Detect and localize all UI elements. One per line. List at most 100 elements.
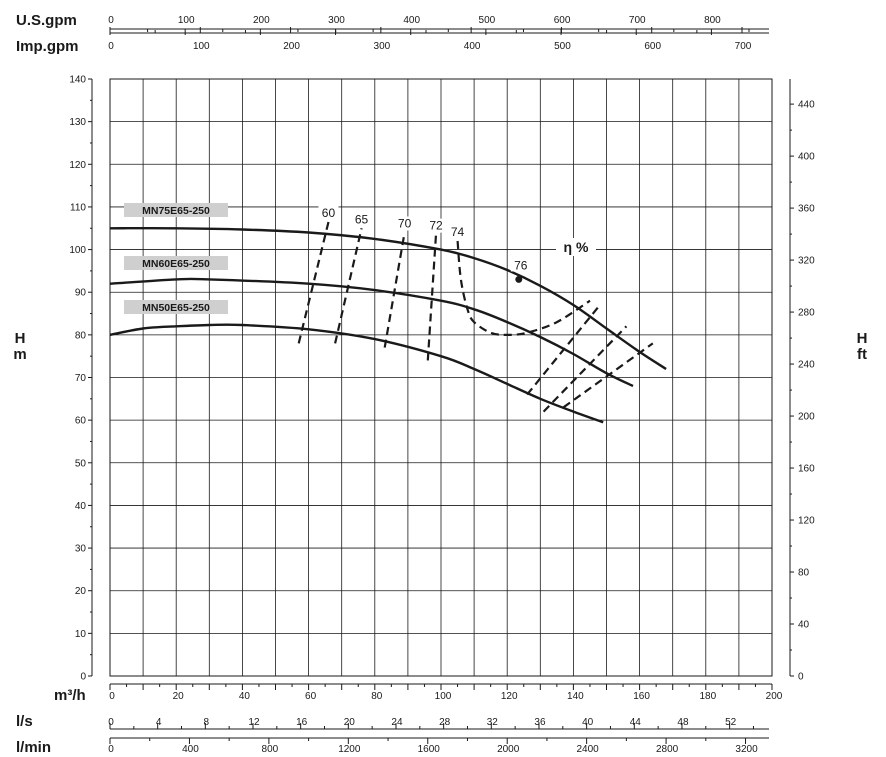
left-tick-label: 50 [75,458,87,469]
left-tick-label: 140 [69,75,86,86]
lmin-tick-label: 3200 [735,744,758,755]
usgpm-tick-label: 0 [108,15,114,26]
series-label: MN50E65-250 [142,302,210,314]
m3h-tick-label: 40 [239,691,251,702]
usgpm-tick-label: 200 [253,15,270,26]
m3h-tick-label: 100 [435,691,452,702]
lmin-tick-label: 2400 [577,744,600,755]
efficiency-line-70 [383,232,406,348]
right-tick-label: 280 [798,308,815,319]
efficiency-label-bg [394,216,415,231]
lmin-tick-label: 1200 [338,744,361,755]
m3h-tick-label: 200 [766,691,783,702]
pump-curves [109,226,667,424]
m3h-tick-label: 120 [501,691,518,702]
eta-label-bg [556,238,596,256]
left-axis-title-top: H [15,330,26,347]
usgpm-tick-label: 800 [704,15,721,26]
lmin-tick-label: 400 [182,744,199,755]
series-label-box [124,256,228,270]
right-tick-label: 320 [798,256,815,267]
left-tick-label: 40 [75,501,87,512]
m3h-tick-label: 60 [305,691,317,702]
usgpm-tick-label: 300 [328,15,345,26]
usgpm-tick-label: 400 [403,15,420,26]
lmin-tick-label: 2000 [497,744,520,755]
grid [109,78,773,677]
series-label-box [124,300,228,314]
right-tick-label: 160 [798,464,815,475]
left-tick-label: 20 [75,586,87,597]
ls-tick-label: 36 [534,717,546,728]
right-axis-title-top: H [857,330,868,347]
lmin-tick-label: 0 [108,744,114,755]
m3h-tick-label: 80 [371,691,383,702]
efficiency-label-bg [351,212,372,227]
efficiency-band-line [542,325,628,413]
impgpm-tick-label: 500 [554,41,571,52]
efficiency-line-74 [456,240,591,336]
right-tick-label: 360 [798,204,815,215]
ls-tick-label: 20 [344,717,356,728]
lmin-tick-label: 800 [262,744,279,755]
usgpm-tick-label: 100 [178,15,195,26]
m3h-axis-title: m³/h [54,687,86,704]
pump-curve [109,226,667,371]
left-tick-label: 100 [69,245,86,256]
usgpm-tick-label: 600 [554,15,571,26]
impgpm-tick-label: 100 [193,41,210,52]
efficiency-label-bg [447,225,468,240]
impgpm-tick-label: 600 [644,41,661,52]
usgpm-tick-label: 700 [629,15,646,26]
bep-label-bg [510,257,531,272]
m3h-tick-label: 180 [699,691,716,702]
ls-tick-label: 28 [439,717,451,728]
m3h-tick-label: 140 [567,691,584,702]
m3h-tick-label: 0 [109,691,115,702]
right-tick-label: 240 [798,360,815,371]
left-tick-label: 90 [75,288,87,299]
ls-tick-label: 12 [248,717,260,728]
ls-tick-label: 24 [391,717,403,728]
efficiency-lines: 60 65 70 72 74 [297,205,654,413]
ls-tick-label: 4 [156,717,162,728]
impgpm-tick-label: 400 [464,41,481,52]
right-tick-label: 40 [798,620,810,631]
left-tick-label: 110 [70,202,86,213]
left-tick-label: 120 [69,160,86,171]
ls-tick-label: 48 [677,717,689,728]
plot-frame [109,78,773,677]
left-axis-title-bottom: m [13,346,26,363]
impgpm-tick-label: 700 [735,41,752,52]
ls-tick-label: 40 [582,717,594,728]
pump-curve [109,277,634,388]
left-tick-label: 30 [75,544,87,555]
ls-tick-label: 32 [487,717,499,728]
efficiency-label-bg [426,218,447,233]
lmin-axis-title: l/min [16,739,51,756]
left-tick-label: 130 [69,117,86,128]
usgpm-tick-label: 500 [479,15,496,26]
impgpm-axis-title: Imp.gpm [16,38,79,55]
right-tick-label: 400 [798,152,815,163]
labels: 76 η % MN75E65-250 MN60E65-250 MN50E65-250 [124,203,596,314]
efficiency-label-76: 76 [514,258,528,272]
efficiency-line-72 [426,234,438,361]
ls-tick-label: 52 [725,717,737,728]
efficiency-label-bg [318,205,339,220]
m3h-tick-label: 20 [173,691,185,702]
ls-axis-title: l/s [16,713,33,730]
left-tick-label: 70 [75,373,87,384]
right-tick-label: 0 [798,672,804,683]
usgpm-axis-title: U.S.gpm [16,12,77,29]
efficiency-axis-label: η % [564,239,589,255]
efficiency-label-74: 74 [451,225,465,239]
ls-tick-label: 44 [630,717,642,728]
right-tick-label: 80 [798,568,810,579]
efficiency-line-60 [297,221,330,344]
impgpm-tick-label: 0 [108,41,114,52]
left-tick-label: 60 [75,416,87,427]
lmin-tick-label: 2800 [656,744,679,755]
m3h-tick-label: 160 [633,691,650,702]
left-tick-label: 0 [80,672,86,683]
